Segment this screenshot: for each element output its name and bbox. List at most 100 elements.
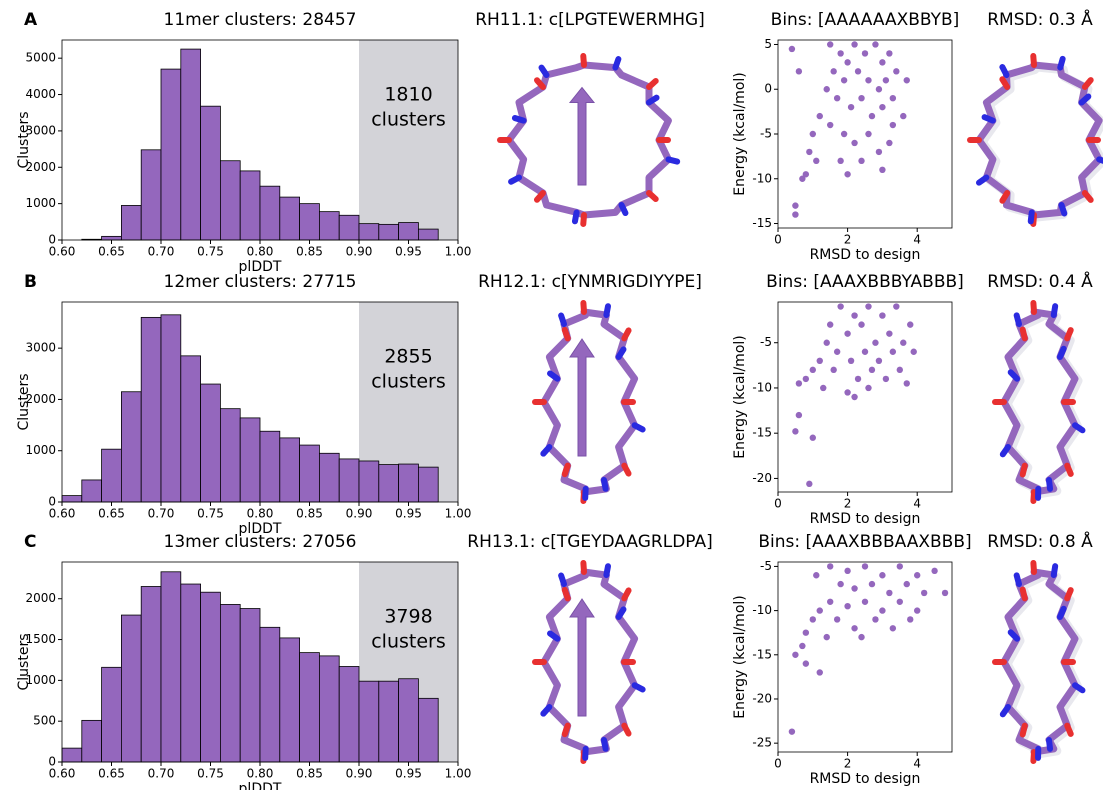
point (920, 589, 928, 597)
bar (378, 680, 399, 763)
atom (1058, 201, 1068, 217)
point (858, 157, 865, 165)
point (816, 607, 823, 614)
x-axis-label: plDDT (239, 781, 282, 790)
point (802, 660, 810, 667)
x-tick-label: 0.90 (346, 507, 373, 521)
bar (239, 417, 261, 503)
chart-title: RH12.1: c[YNMRIGDIYYPE] (478, 272, 702, 292)
point (868, 580, 876, 588)
bar (299, 652, 320, 763)
bar (180, 355, 202, 503)
bar (200, 591, 221, 763)
point (847, 357, 855, 365)
x-tick-label: 0.80 (247, 507, 274, 521)
chart-title: Bins: [AAAXBBBYABBB] (766, 272, 964, 292)
point (865, 77, 872, 84)
point (851, 312, 858, 319)
y-tick-label: 3000 (25, 341, 56, 355)
point (837, 50, 844, 57)
x-tick-label: 1.00 (445, 245, 472, 259)
point (802, 171, 810, 178)
point (858, 321, 865, 328)
point (861, 50, 869, 57)
point (806, 148, 813, 156)
point (865, 303, 872, 310)
atom (601, 736, 609, 752)
chart-title: RH11.1: c[LPGTEWERMHG] (475, 10, 705, 30)
bar (140, 316, 162, 503)
point (809, 616, 816, 623)
x-tick-label: 0.85 (296, 245, 323, 259)
x-tick-label: 0 (774, 497, 782, 511)
x-axis-label: plDDT (239, 259, 282, 275)
plot-frame (777, 39, 953, 229)
point (861, 563, 869, 570)
point (893, 68, 900, 75)
atom (999, 190, 1011, 204)
atom (621, 327, 632, 342)
y-tick-label: 2000 (25, 160, 56, 174)
point (827, 121, 834, 129)
bar (398, 463, 419, 503)
bar (417, 697, 439, 763)
point (830, 68, 837, 75)
point (833, 348, 841, 355)
panel-label: C (24, 532, 36, 552)
point (903, 77, 910, 84)
point (823, 339, 830, 346)
atom (1019, 326, 1028, 342)
bar (239, 608, 261, 763)
atom (665, 156, 681, 165)
point (792, 428, 799, 435)
y-tick-label: 0 (764, 82, 772, 96)
point (851, 625, 858, 632)
point (854, 375, 862, 383)
atom (1027, 209, 1035, 225)
points (788, 563, 949, 735)
sheet (569, 598, 595, 717)
y-tick-label: 0 (48, 755, 56, 769)
atom (580, 560, 587, 575)
bar (81, 479, 103, 503)
point (903, 380, 910, 387)
plot-frame (61, 561, 459, 763)
bar (318, 452, 340, 503)
bar (358, 680, 380, 763)
atom (603, 563, 612, 579)
y-tick-label: 1500 (25, 632, 56, 646)
point (844, 330, 851, 337)
x-tick-label: 0.60 (49, 767, 76, 781)
bar (180, 583, 202, 763)
x-tick-label: 0.90 (346, 767, 373, 781)
point (840, 130, 848, 138)
atom (999, 444, 1012, 458)
atom (618, 201, 629, 217)
point (851, 393, 858, 401)
bar (259, 185, 281, 241)
point (792, 651, 799, 658)
point (837, 157, 844, 165)
point (879, 312, 886, 319)
point (879, 607, 886, 614)
y-tick-label: -5 (760, 127, 772, 141)
y-tick-label: -5 (760, 559, 772, 573)
annotation: 3798 (384, 606, 432, 628)
x-tick-label: 0.75 (197, 507, 224, 521)
point (854, 68, 862, 75)
atom (999, 704, 1012, 718)
x-tick-label: 0.85 (296, 507, 323, 521)
point (827, 563, 834, 570)
y-tick-label: 3000 (25, 123, 56, 137)
atom (1096, 156, 1103, 164)
bar (121, 614, 142, 763)
x-tick-label: 0.85 (296, 767, 323, 781)
y-tick-label: 1000 (25, 443, 56, 457)
atom (615, 606, 627, 620)
bar (299, 444, 320, 503)
annotation: clusters (371, 371, 446, 393)
point (851, 41, 858, 48)
point (879, 103, 886, 111)
atom (601, 476, 609, 492)
point (833, 94, 841, 102)
